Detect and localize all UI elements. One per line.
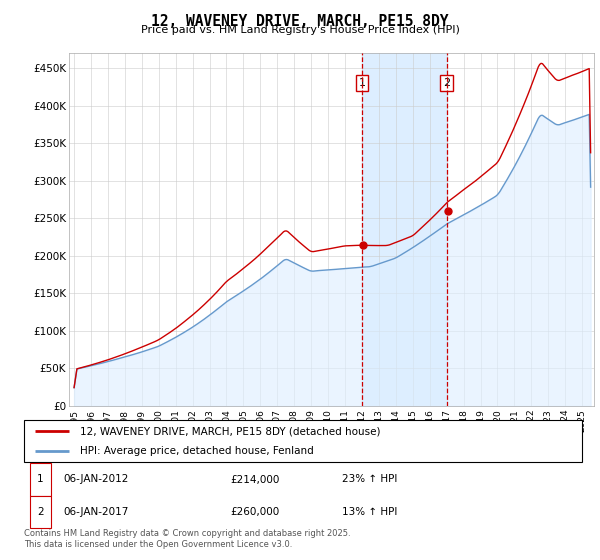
Text: 12, WAVENEY DRIVE, MARCH, PE15 8DY (detached house): 12, WAVENEY DRIVE, MARCH, PE15 8DY (deta…: [80, 426, 380, 436]
Text: £260,000: £260,000: [230, 507, 280, 517]
Text: 2: 2: [37, 507, 43, 517]
Text: 06-JAN-2017: 06-JAN-2017: [63, 507, 128, 517]
Text: 23% ↑ HPI: 23% ↑ HPI: [342, 474, 397, 484]
Text: 06-JAN-2012: 06-JAN-2012: [63, 474, 128, 484]
FancyBboxPatch shape: [29, 463, 51, 496]
Text: 13% ↑ HPI: 13% ↑ HPI: [342, 507, 397, 517]
Text: HPI: Average price, detached house, Fenland: HPI: Average price, detached house, Fenl…: [80, 446, 314, 456]
FancyBboxPatch shape: [29, 496, 51, 528]
Text: Contains HM Land Registry data © Crown copyright and database right 2025.
This d: Contains HM Land Registry data © Crown c…: [24, 529, 350, 549]
Text: 1: 1: [37, 474, 43, 484]
Text: 2: 2: [443, 78, 450, 88]
FancyBboxPatch shape: [24, 420, 582, 462]
Text: 12, WAVENEY DRIVE, MARCH, PE15 8DY: 12, WAVENEY DRIVE, MARCH, PE15 8DY: [151, 14, 449, 29]
Bar: [362, 53, 446, 406]
Text: Price paid vs. HM Land Registry's House Price Index (HPI): Price paid vs. HM Land Registry's House …: [140, 25, 460, 35]
Text: £214,000: £214,000: [230, 474, 280, 484]
Text: 1: 1: [358, 78, 365, 88]
